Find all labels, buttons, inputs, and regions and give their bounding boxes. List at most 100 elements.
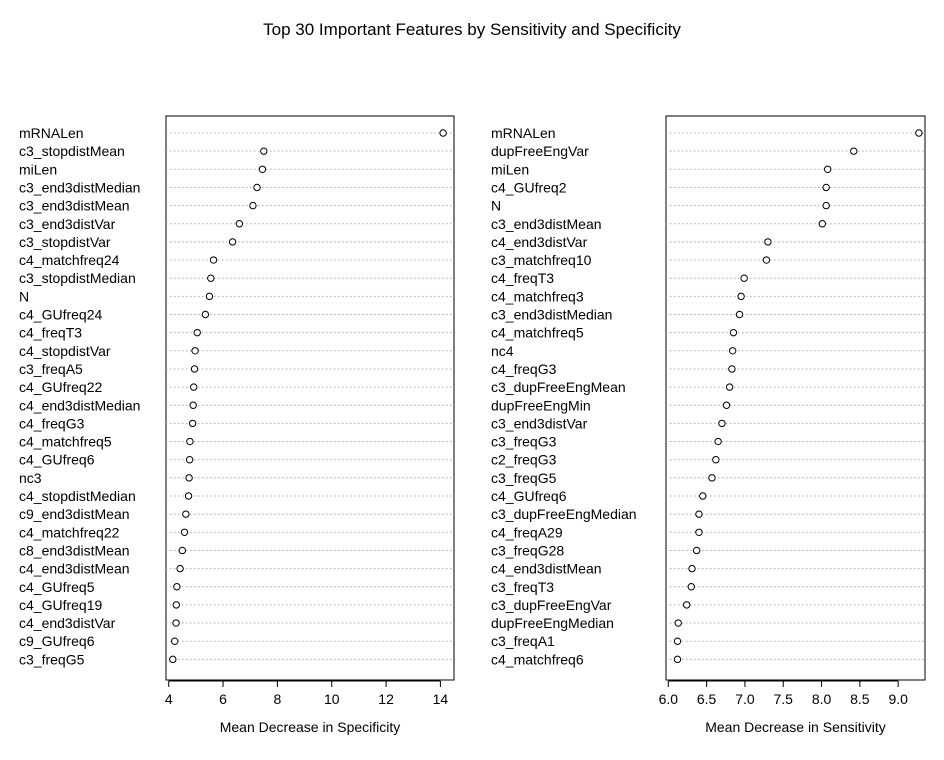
panel2-data-point — [712, 456, 720, 464]
panel1-feature-label: c4_freqG3 — [19, 415, 85, 431]
panel2-feature-label: c3_freqG28 — [491, 542, 564, 558]
panel2-data-point — [673, 637, 682, 645]
panel2-feature-label: c4_GUfreq2 — [491, 179, 567, 195]
panel2-feature-label: c4_matchfreq6 — [491, 651, 584, 667]
panel1-data-point — [201, 310, 210, 319]
panel1-data-point — [191, 347, 199, 355]
panel2-feature-label: c4_end3distVar — [491, 234, 588, 250]
panel2-feature-label: c2_freqG3 — [491, 452, 557, 468]
panel2-data-point — [708, 474, 716, 482]
panel2-feature-label: c3_freqG3 — [491, 434, 557, 450]
panel1-data-point — [178, 546, 187, 555]
panel1-data-point — [209, 256, 218, 264]
panel2-feature-label: c3_freqA1 — [491, 633, 555, 649]
panel1-data-point — [173, 583, 181, 591]
panel2-data-point — [818, 220, 827, 228]
panel2-data-point — [822, 201, 830, 210]
panel1-x-tick-label: 6 — [219, 691, 227, 707]
panel1-feature-label: N — [19, 288, 29, 304]
panel1-data-point — [253, 183, 261, 192]
panel2-feature-label: c4_end3distMean — [491, 561, 602, 577]
panel1-feature-label: c4_end3distMean — [19, 561, 130, 577]
panel1-feature-label: c4_stopdistVar — [19, 343, 111, 359]
panel2-data-point — [735, 310, 744, 319]
panel2-feature-label: c4_freqT3 — [491, 270, 554, 286]
panel1-data-point — [172, 619, 180, 627]
panel2-data-point — [822, 183, 830, 192]
chart-title: Top 30 Important Features by Sensitivity… — [263, 20, 681, 39]
panel2-feature-label: c4_GUfreq6 — [491, 488, 567, 504]
panel2-x-tick-label: 6.5 — [697, 691, 717, 707]
panel2-data-point — [728, 347, 737, 355]
panel1-feature-label: c4_GUfreq24 — [19, 307, 102, 323]
panel1-x-tick-label: 14 — [433, 691, 449, 707]
panel1-plot-frame — [165, 115, 455, 681]
panel2-feature-label: c3_dupFreeEngVar — [491, 597, 612, 613]
panel1-feature-label: c3_freqG5 — [19, 651, 85, 667]
panel1-data-point — [205, 292, 214, 301]
panel2-x-tick-label: 6.0 — [659, 691, 679, 707]
panel2-x-tick-label: 8.5 — [850, 691, 870, 707]
panel2-feature-label: dupFreeEngMedian — [491, 615, 614, 631]
panel1-feature-label: c4_GUfreq5 — [19, 579, 95, 595]
panel2-feature-label: c3_matchfreq10 — [491, 252, 592, 268]
panel2-feature-label: c4_freqG3 — [491, 361, 557, 377]
panel2-data-point — [762, 256, 771, 264]
panel2-data-point — [729, 328, 738, 337]
panel2-feature-label: miLen — [491, 161, 529, 177]
panel1-data-point — [170, 637, 179, 645]
panel1-data-point — [185, 456, 194, 464]
panel1-x-tick-label: 4 — [165, 691, 173, 707]
panel2-data-point — [722, 401, 731, 409]
panel2-feature-label: c3_end3distMedian — [491, 307, 612, 323]
panel2-feature-label: c3_end3distMean — [491, 216, 602, 232]
panel2-data-point — [687, 583, 695, 591]
panel1-feature-label: c3_end3distVar — [19, 216, 116, 232]
panel2-feature-label: N — [491, 198, 501, 214]
panel2-x-axis-label: Mean Decrease in Sensitivity — [705, 719, 886, 735]
panel1-data-point — [184, 492, 193, 500]
panel2-feature-label: c3_freqT3 — [491, 579, 554, 595]
panel2-feature-label: dupFreeEngVar — [491, 143, 589, 159]
panel1-x-tick-label: 8 — [273, 691, 281, 707]
panel2-data-point — [823, 165, 832, 174]
panel1-x-tick-label: 10 — [324, 691, 340, 707]
panel2-feature-label: c4_matchfreq5 — [491, 325, 584, 341]
panel1-data-point — [189, 401, 197, 409]
panel1-feature-label: c4_matchfreq24 — [19, 252, 120, 268]
panel1-feature-label: c3_freqA5 — [19, 361, 83, 377]
panel2-data-point — [764, 238, 772, 246]
panel2-data-point — [695, 510, 703, 518]
panel1-x-axis-label: Mean Decrease in Specificity — [220, 719, 401, 735]
panel2-data-point — [673, 655, 682, 664]
panel1-feature-label: c3_end3distMedian — [19, 179, 140, 195]
panel2-plot-frame — [665, 115, 926, 681]
panel2-data-point — [740, 274, 748, 282]
panel2-feature-label: c4_freqA29 — [491, 524, 563, 540]
panel2-feature-label: c3_dupFreeEngMean — [491, 379, 626, 395]
panel1-data-point — [186, 437, 194, 446]
panel2-data-point — [699, 492, 707, 500]
panel1-feature-label: c4_matchfreq22 — [19, 524, 120, 540]
panel1-data-point — [258, 165, 267, 174]
panel2-data-point — [728, 365, 736, 373]
panel2-x-tick-label: 7.5 — [774, 691, 794, 707]
panel1-data-point — [249, 201, 257, 210]
panel1-feature-label: c4_GUfreq6 — [19, 452, 95, 468]
panel2-data-point — [915, 129, 923, 137]
panel2-feature-label: c3_end3distVar — [491, 415, 588, 431]
panel1-data-point — [169, 655, 177, 664]
panel2-feature-label: c4_matchfreq3 — [491, 288, 584, 304]
panel1-data-point — [235, 220, 244, 228]
panel1-feature-label: c4_end3distMedian — [19, 397, 140, 413]
panel1-data-point — [176, 564, 184, 573]
panel2-data-point — [692, 546, 701, 555]
panel2-feature-label: dupFreeEngMin — [491, 397, 591, 413]
panel1-data-point — [193, 328, 201, 337]
panel2-x-tick-label: 8.0 — [812, 691, 832, 707]
panel1-feature-label: c4_end3distVar — [19, 615, 116, 631]
panel1-data-point — [185, 474, 193, 482]
panel2-feature-label: c3_dupFreeEngMedian — [491, 506, 637, 522]
panel1-data-point — [190, 383, 198, 391]
panel2-feature-label: c3_freqG5 — [491, 470, 557, 486]
